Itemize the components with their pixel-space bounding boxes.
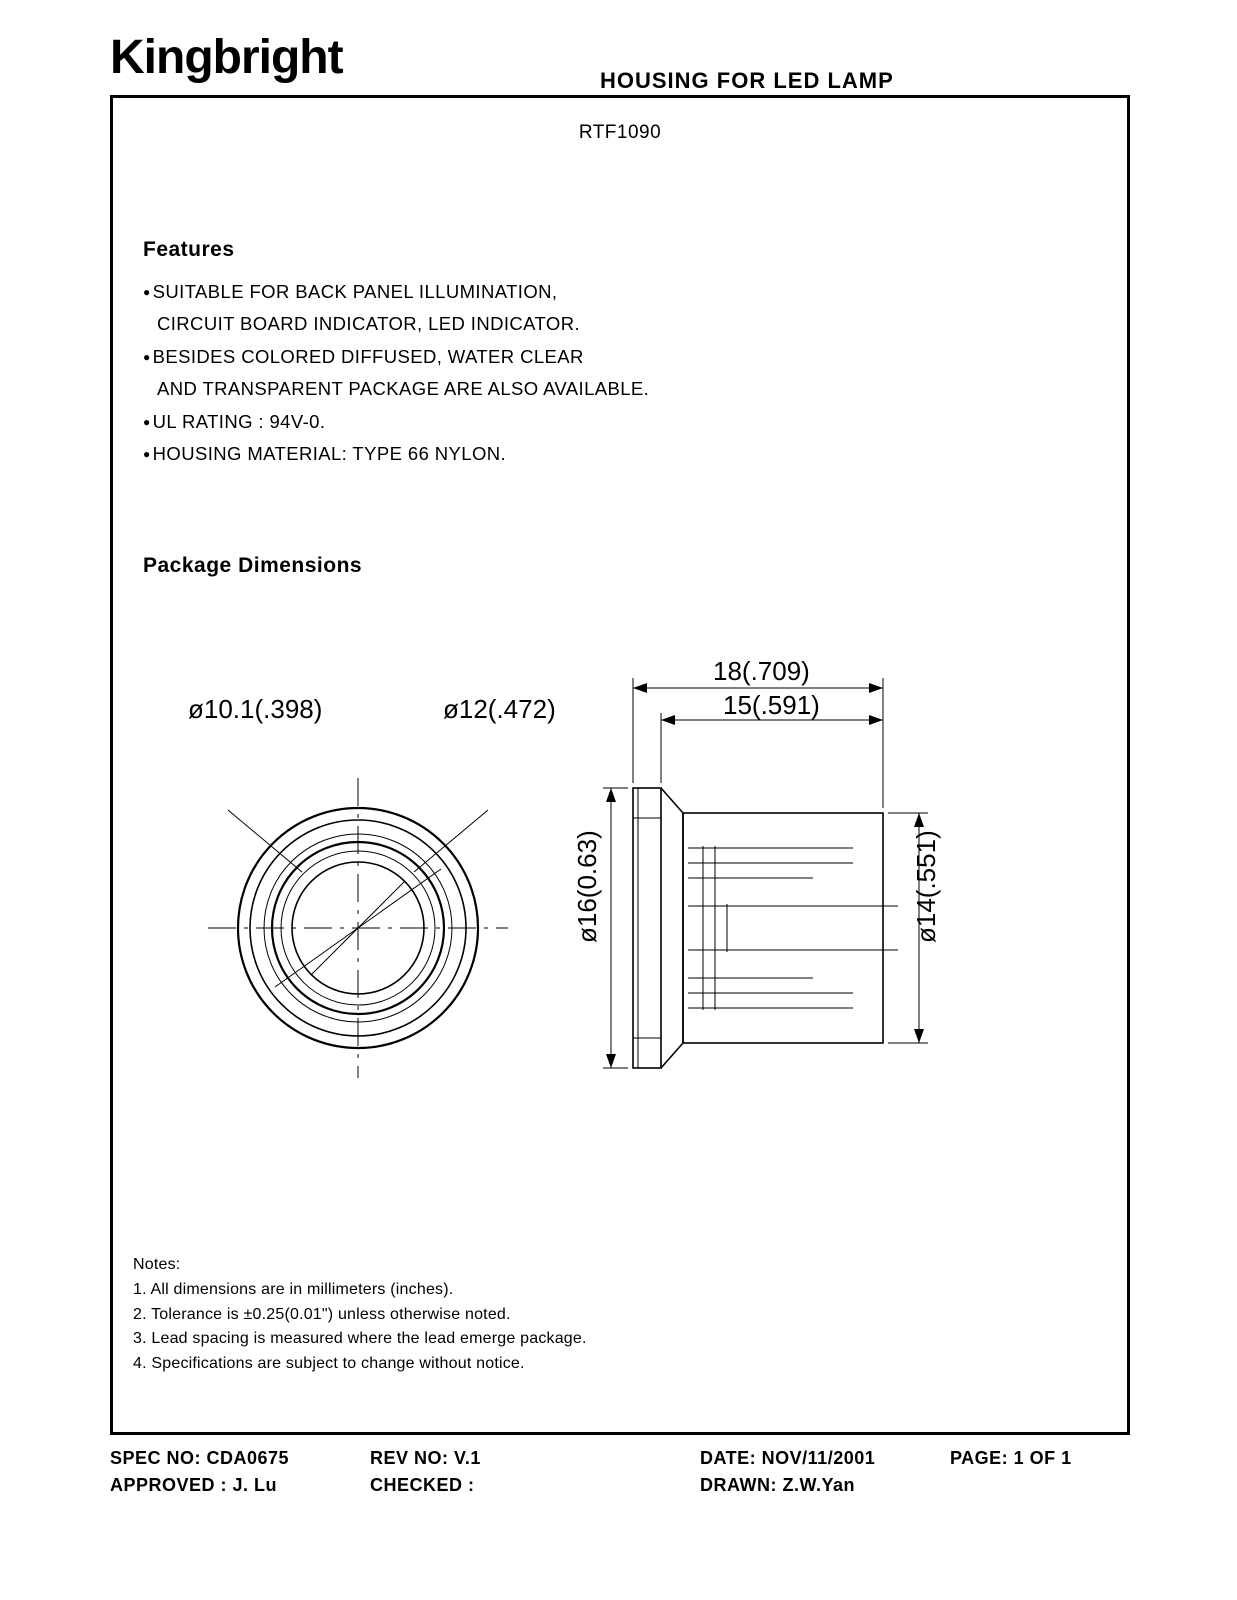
dim-inner-dia: ø10.1(.398) — [188, 694, 322, 724]
footer-checked: CHECKED : — [370, 1475, 700, 1496]
dim-length-total: 18(.709) — [713, 658, 810, 686]
part-number: RTF1090 — [579, 122, 661, 144]
notes-heading: Notes: — [133, 1253, 587, 1278]
package-dimensions-heading: Package Dimensions — [143, 554, 362, 578]
footer-drawn: DRAWN: Z.W.Yan — [700, 1475, 950, 1496]
dim-body-dia: ø14(.551) — [911, 830, 941, 943]
dim-length-body: 15(.591) — [723, 690, 820, 720]
dim-mid-dia: ø12(.472) — [443, 694, 556, 724]
feature-line: AND TRANSPARENT PACKAGE ARE ALSO AVAILAB… — [143, 373, 649, 405]
package-drawing: ø10.1(.398) ø12(.472) — [133, 658, 1113, 1138]
feature-line: BESIDES COLORED DIFFUSED, WATER CLEAR — [143, 341, 649, 373]
footer-spec-no: SPEC NO: CDA0675 — [110, 1448, 370, 1469]
note-line: 1. All dimensions are in millimeters (in… — [133, 1278, 587, 1303]
footer-date: DATE: NOV/11/2001 — [700, 1448, 950, 1469]
features-list: SUITABLE FOR BACK PANEL ILLUMINATION, CI… — [143, 276, 649, 470]
document-title: HOUSING FOR LED LAMP — [600, 68, 894, 94]
feature-line: HOUSING MATERIAL: TYPE 66 NYLON. — [143, 438, 649, 470]
note-line: 3. Lead spacing is measured where the le… — [133, 1327, 587, 1352]
dim-flange-dia: ø16(0.63) — [572, 830, 602, 943]
footer-page: PAGE: 1 OF 1 — [950, 1448, 1130, 1469]
notes-block: Notes: 1. All dimensions are in millimet… — [133, 1253, 587, 1377]
note-line: 2. Tolerance is ±0.25(0.01") unless othe… — [133, 1303, 587, 1328]
features-heading: Features — [143, 238, 649, 262]
footer-approved: APPROVED : J. Lu — [110, 1475, 370, 1496]
feature-line: SUITABLE FOR BACK PANEL ILLUMINATION, — [143, 276, 649, 308]
note-line: 4. Specifications are subject to change … — [133, 1352, 587, 1377]
feature-line: UL RATING : 94V-0. — [143, 406, 649, 438]
footer-block: SPEC NO: CDA0675 REV NO: V.1 DATE: NOV/1… — [110, 1448, 1130, 1502]
footer-rev-no: REV NO: V.1 — [370, 1448, 700, 1469]
drawing-frame: RTF1090 Features SUITABLE FOR BACK PANEL… — [110, 95, 1130, 1435]
feature-line: CIRCUIT BOARD INDICATOR, LED INDICATOR. — [143, 308, 649, 340]
